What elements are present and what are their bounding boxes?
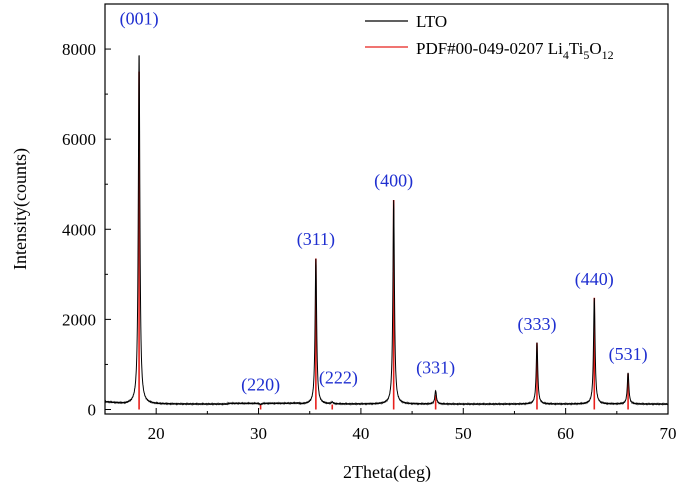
legend-label-lto: LTO [416, 12, 447, 31]
x-tick-label-70: 70 [660, 424, 677, 443]
peak-label-001: (001) [120, 8, 159, 29]
legend: LTO PDF#00-049-0207 Li4Ti5O12 [365, 12, 614, 62]
y-tick-label-2000: 2000 [62, 310, 96, 329]
x-tick-label-60: 60 [557, 424, 574, 443]
peak-label-311: (311) [297, 229, 335, 250]
legend-label-pdf: PDF#00-049-0207 Li4Ti5O12 [416, 39, 614, 62]
y-tick-label-6000: 6000 [62, 130, 96, 149]
y-axis-title: Intensity(counts) [10, 148, 31, 270]
x-tick-label-30: 30 [250, 424, 267, 443]
peak-label-400: (400) [374, 170, 413, 191]
peak-label-440: (440) [575, 269, 614, 290]
y-tick-label-0: 0 [88, 400, 97, 419]
y-axis: 0 2000 4000 6000 8000 [62, 40, 111, 419]
plot-frame [104, 3, 669, 415]
legend-pdf-code: PDF#00-049-0207 [416, 39, 544, 58]
legend-formula-sub-4: 4 [563, 48, 569, 62]
x-axis-title: 2Theta(deg) [343, 462, 431, 483]
x-tick-label-40: 40 [352, 424, 369, 443]
legend-formula-ti: Ti [569, 39, 584, 58]
peak-label-333: (333) [517, 314, 556, 335]
peak-label-531: (531) [609, 344, 648, 365]
plot-area: 20 30 40 50 60 70 0 2000 4000 6000 8000 (001) (220… [62, 3, 677, 443]
peak-label-331: (331) [416, 357, 455, 378]
legend-formula-li: Li [548, 39, 563, 58]
x-tick-label-20: 20 [148, 424, 165, 443]
peak-label-220: (220) [241, 375, 280, 396]
legend-formula-o: O [589, 39, 601, 58]
legend-formula-sub-5: 5 [583, 48, 589, 62]
legend-formula-sub-12: 12 [602, 48, 614, 62]
x-tick-label-50: 50 [455, 424, 472, 443]
y-tick-label-8000: 8000 [62, 40, 96, 59]
y-tick-label-4000: 4000 [62, 220, 96, 239]
peak-labels: (001) (220) (311) (222) (400) (331) (333) (440)… [120, 8, 648, 395]
x-axis: 20 30 40 50 60 70 [104, 408, 677, 443]
peak-label-222: (222) [319, 367, 358, 388]
reference-sticks [138, 71, 629, 410]
lto-pattern-line [104, 55, 669, 406]
